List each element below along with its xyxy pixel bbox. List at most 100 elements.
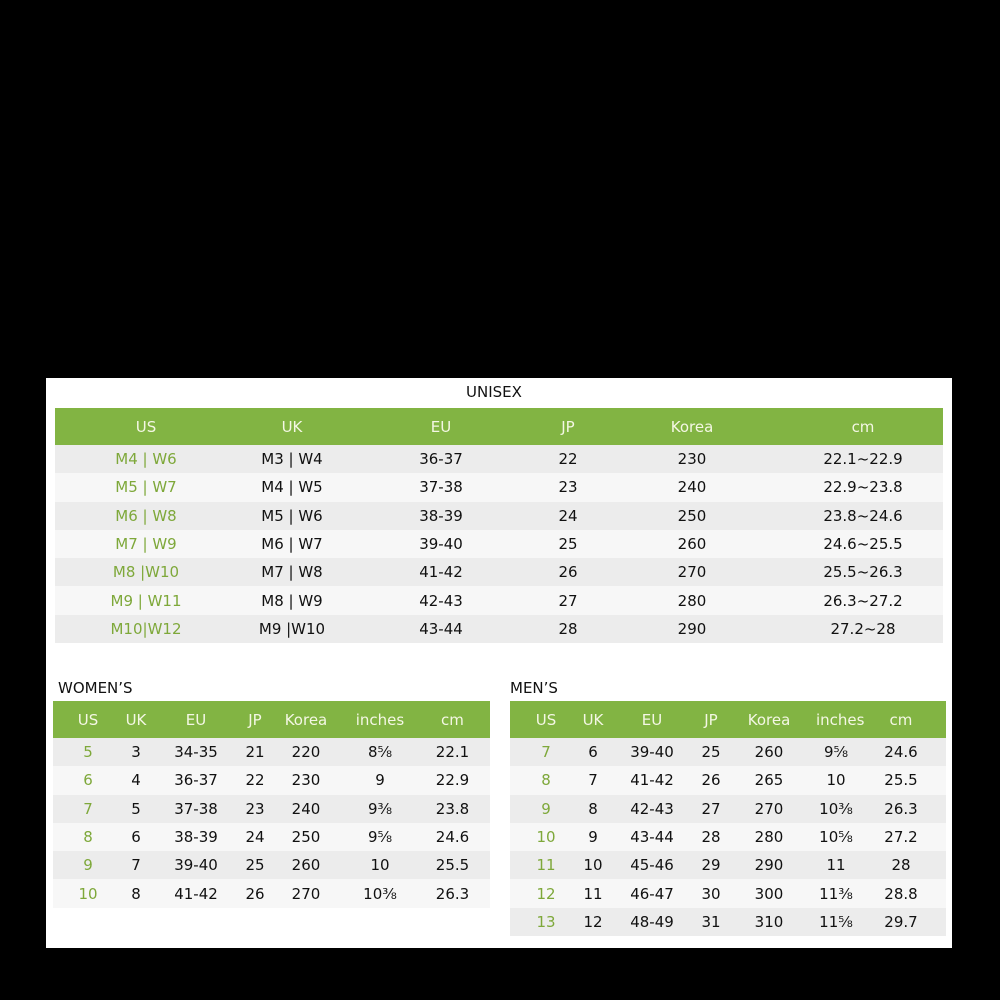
table-cell: 260 — [291, 856, 321, 875]
table-cell: 8 — [131, 884, 141, 903]
table-cell: 11 — [536, 856, 556, 875]
table-cell: 4 — [131, 771, 141, 790]
table-cell: M7 | W9 — [115, 535, 177, 554]
column-header: cm — [851, 417, 875, 436]
table-cell: M4 | W5 — [261, 478, 323, 497]
table-cell: 12 — [583, 912, 603, 931]
table-cell: 9⅝ — [823, 743, 849, 762]
table-cell: 10 — [78, 884, 98, 903]
table-row: 6 4 36-37 22 230 9 22.9 — [53, 766, 490, 795]
womens-table: US UK EU JP Korea inches cm 5 3 34-35 21 220 8⅝ 22.1 6… — [53, 701, 490, 908]
table-cell: 290 — [677, 619, 707, 638]
table-cell: 23 — [558, 478, 578, 497]
table-cell: M8 | W9 — [261, 591, 323, 610]
table-cell: 270 — [677, 563, 707, 582]
table-cell: 290 — [754, 856, 784, 875]
table-cell: M5 | W7 — [115, 478, 177, 497]
table-cell: 8 — [588, 799, 598, 818]
table-cell: 24 — [245, 828, 265, 847]
table-cell: M3 | W4 — [261, 450, 323, 469]
table-cell: 25 — [558, 535, 578, 554]
table-cell: 24 — [558, 506, 578, 525]
table-cell: 36-37 — [174, 771, 218, 790]
table-cell: 23 — [245, 799, 265, 818]
table-cell: M9 | W11 — [110, 591, 182, 610]
table-cell: 22.9~23.8 — [823, 478, 903, 497]
table-cell: 240 — [677, 478, 707, 497]
table-cell: 9 — [375, 771, 385, 790]
table-cell: 39-40 — [630, 743, 674, 762]
table-cell: 260 — [677, 535, 707, 554]
table-cell: 270 — [291, 884, 321, 903]
womens-header-row: US UK EU JP Korea inches cm — [53, 701, 490, 738]
table-cell: 9 — [83, 856, 93, 875]
table-cell: 34-35 — [174, 743, 218, 762]
table-cell: 9 — [541, 799, 551, 818]
column-header: UK — [582, 710, 604, 729]
table-cell: 28.8 — [884, 884, 918, 903]
column-header: US — [535, 710, 557, 729]
table-cell: 310 — [754, 912, 784, 931]
table-row: M9 | W11 M8 | W9 42-43 27 280 26.3~27.2 — [55, 586, 943, 615]
unisex-header-row: US UK EU JP Korea cm — [55, 408, 943, 445]
column-header: Korea — [670, 417, 714, 436]
table-row: 13 12 48-49 31 310 11⅝ 29.7 — [510, 907, 946, 937]
column-header: EU — [641, 710, 663, 729]
table-cell: M10|W12 — [110, 619, 182, 638]
table-cell: 28 — [558, 619, 578, 638]
table-cell: 25 — [701, 743, 721, 762]
table-cell: 9 — [588, 828, 598, 847]
table-cell: 45-46 — [630, 856, 674, 875]
table-cell: 25.5~26.3 — [823, 563, 903, 582]
table-cell: 26.3 — [435, 884, 470, 903]
table-cell: 41-42 — [630, 771, 674, 790]
table-cell: 31 — [701, 912, 721, 931]
table-cell: 26 — [245, 884, 265, 903]
table-cell: 42-43 — [419, 591, 463, 610]
table-cell: 8 — [83, 828, 93, 847]
table-cell: 6 — [588, 743, 598, 762]
table-cell: 260 — [754, 743, 784, 762]
unisex-title: UNISEX — [466, 383, 522, 401]
table-cell: 265 — [754, 771, 784, 790]
table-cell: 24.6 — [435, 828, 470, 847]
table-cell: 28 — [701, 828, 721, 847]
table-row: 8 7 41-42 26 265 10 25.5 — [510, 766, 946, 795]
table-cell: 10 — [583, 856, 603, 875]
table-cell: 10 — [536, 828, 556, 847]
table-cell: 30 — [701, 884, 721, 903]
table-cell: 29 — [701, 856, 721, 875]
table-cell: 41-42 — [419, 563, 463, 582]
table-cell: 23.8~24.6 — [823, 506, 903, 525]
table-cell: 9⅝ — [367, 828, 393, 847]
table-cell: 10 — [826, 771, 846, 790]
table-cell: 46-47 — [630, 884, 674, 903]
table-cell: 10⅜ — [819, 799, 853, 818]
table-cell: 3 — [131, 743, 141, 762]
table-cell: 6 — [83, 771, 93, 790]
table-cell: 25.5 — [435, 856, 470, 875]
table-cell: 23.8 — [435, 799, 470, 818]
mens-table: US UK EU JP Korea inches cm 7 6 39-40 25 260 9⅝ 24.6 8… — [510, 701, 946, 937]
table-cell: 270 — [754, 799, 784, 818]
table-cell: 12 — [536, 884, 556, 903]
table-cell: 27.2~28 — [830, 619, 896, 638]
table-cell: 48-49 — [630, 912, 674, 931]
column-header: JP — [561, 417, 575, 436]
table-row: M4 | W6 M3 | W4 36-37 22 230 22.1~22.9 — [55, 445, 943, 474]
table-row: M8 |W10 M7 | W8 41-42 26 270 25.5~26.3 — [55, 558, 943, 587]
table-cell: 25.5 — [884, 771, 918, 790]
table-row: 9 8 42-43 27 270 10⅜ 26.3 — [510, 794, 946, 823]
table-cell: 11⅜ — [819, 884, 853, 903]
table-cell: 240 — [291, 799, 321, 818]
table-cell: 220 — [291, 743, 321, 762]
table-cell: 11⅝ — [819, 912, 853, 931]
column-header: inches — [355, 710, 405, 729]
table-row: 10 9 43-44 28 280 10⅝ 27.2 — [510, 822, 946, 852]
column-header: JP — [704, 710, 718, 729]
table-row: 8 6 38-39 24 250 9⅝ 24.6 — [53, 822, 490, 852]
table-cell: 24.6~25.5 — [823, 535, 903, 554]
table-cell: 280 — [754, 828, 784, 847]
mens-header-row: US UK EU JP Korea inches cm — [510, 701, 946, 738]
table-row: M10|W12 M9 |W10 43-44 28 290 27.2~28 — [55, 614, 943, 644]
